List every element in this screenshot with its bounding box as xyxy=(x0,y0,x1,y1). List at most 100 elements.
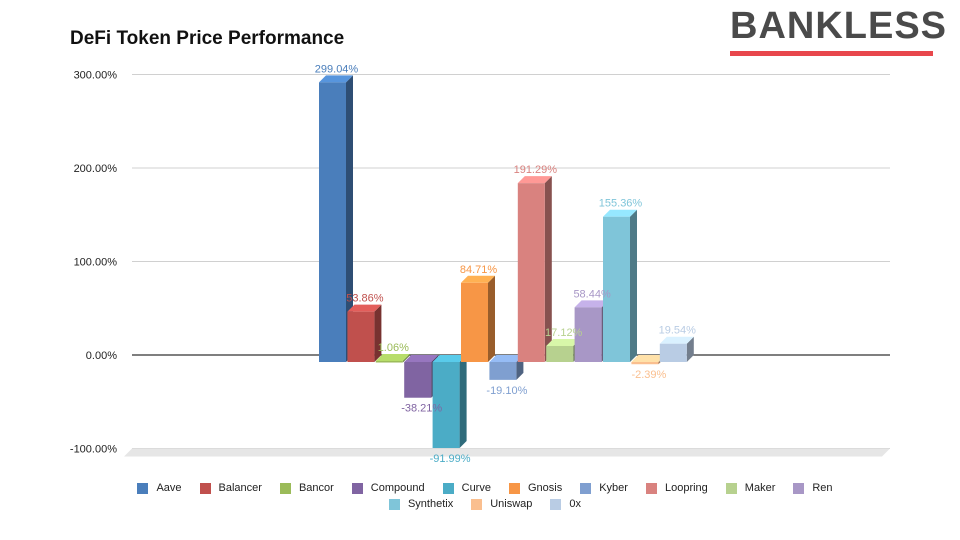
data-label-0x: 19.54% xyxy=(659,325,697,337)
bars xyxy=(319,75,694,449)
bar-side xyxy=(488,275,495,362)
bar-side xyxy=(686,336,694,362)
bar-gnosis xyxy=(461,275,495,362)
bar-front xyxy=(432,362,460,449)
bar-side xyxy=(630,209,637,362)
chart-floor xyxy=(124,448,890,457)
y-axis-labels: 300.00% 200.00% 100.00% 0.00% -100.00% xyxy=(70,70,117,456)
legend-swatch xyxy=(725,482,737,494)
legend-label: Kyber xyxy=(599,482,628,494)
bar-aave xyxy=(319,75,353,363)
chart-title: DeFi Token Price Performance xyxy=(70,28,345,49)
bar-front xyxy=(517,183,545,362)
legend-swatch xyxy=(351,482,363,494)
legend-item-aave: Aave xyxy=(137,482,182,494)
bar-top xyxy=(603,209,637,217)
bar-front xyxy=(631,362,659,365)
bar-front xyxy=(319,82,346,363)
legend-swatch xyxy=(580,482,592,494)
legend-swatch xyxy=(471,498,483,510)
data-label-kyber: -19.10% xyxy=(486,385,527,397)
bar-top xyxy=(489,355,524,362)
legend-label: Uniswap xyxy=(490,498,533,510)
bar-top xyxy=(461,275,495,283)
bar-side xyxy=(402,354,410,363)
data-label-maker: 17.12% xyxy=(545,327,583,339)
y-tick-label: 100.00% xyxy=(74,257,118,269)
bankless-wordmark: BANKLESS xyxy=(730,5,948,47)
y-tick-label: 200.00% xyxy=(74,163,118,175)
bar-side xyxy=(544,176,552,362)
legend-label: Synthetix xyxy=(407,498,454,510)
legend-swatch xyxy=(508,482,520,494)
data-label-aave: 299.04% xyxy=(315,63,359,75)
bar-top xyxy=(404,355,439,362)
bar-top xyxy=(546,338,581,346)
bar-front xyxy=(347,311,375,362)
bar-front xyxy=(375,361,403,363)
data-label-compound: -38.21% xyxy=(401,403,442,415)
y-tick-label: 0.00% xyxy=(86,350,117,362)
legend-swatch xyxy=(388,498,400,510)
legend-swatch xyxy=(442,482,454,494)
legend-item-synthetix: Synthetix xyxy=(388,498,454,510)
bar-top xyxy=(375,354,410,362)
legend-item-gnosis: Gnosis xyxy=(508,482,562,494)
legend-item-maker: Maker xyxy=(725,482,776,494)
bar-bancor xyxy=(375,354,410,363)
legend-item-bancor: Bancor xyxy=(279,482,334,494)
legend-item-balancer: Balancer xyxy=(199,482,262,494)
bar-loopring xyxy=(517,176,552,362)
legend-label: Maker xyxy=(744,482,776,494)
legend-swatch xyxy=(137,482,149,494)
bar-top xyxy=(631,355,666,362)
data-label-loopring: 191.29% xyxy=(514,164,558,176)
legend-label: Balancer xyxy=(218,482,262,494)
bar-side xyxy=(374,304,382,362)
bar-top xyxy=(432,355,467,362)
data-label-ren: 58.44% xyxy=(573,288,611,300)
bar-front xyxy=(404,362,432,398)
bar-top xyxy=(659,336,694,344)
bar-front xyxy=(659,343,687,362)
bar-front xyxy=(461,282,488,362)
legend-item-ren: Ren xyxy=(793,482,833,494)
bar-top xyxy=(517,176,552,184)
legend-label: Curve xyxy=(461,482,491,494)
legend-item-curve: Curve xyxy=(442,482,491,494)
bar-top xyxy=(347,304,382,312)
legend-swatch xyxy=(793,482,805,494)
bankless-logo: BANKLESS xyxy=(730,4,948,56)
legend-label: 0x xyxy=(569,498,582,510)
legend-label: Bancor xyxy=(298,482,334,494)
bar-curve xyxy=(432,355,467,449)
y-tick-label: 300.00% xyxy=(74,70,118,82)
bar-front xyxy=(546,345,574,362)
bar-front xyxy=(574,307,602,362)
legend-label: Aave xyxy=(156,482,182,494)
bar-front xyxy=(489,362,517,380)
legend-item-uniswap: Uniswap xyxy=(471,498,532,510)
legend-item-loopring: Loopring xyxy=(645,482,708,494)
data-label-gnosis: 84.71% xyxy=(460,264,498,276)
legend-item-0x: 0x xyxy=(550,498,581,510)
y-tick-label: -100.00% xyxy=(70,444,117,456)
grid-lines xyxy=(124,74,890,457)
legend-label: Ren xyxy=(812,482,833,494)
data-label-balancer: 53.86% xyxy=(346,293,384,305)
bar-side xyxy=(459,355,467,449)
data-label-synthetix: 155.36% xyxy=(599,198,643,210)
data-label-bancor: 1.06% xyxy=(378,342,409,354)
bankless-underline xyxy=(730,51,933,56)
bar-side xyxy=(346,75,353,363)
data-label-curve: -91.99% xyxy=(430,453,471,465)
legend-label: Loopring xyxy=(664,482,708,494)
bar-balancer xyxy=(347,304,382,362)
data-labels: 299.04% 53.86% 1.06% -38.21% -91.99% 84.71% -1… xyxy=(315,63,696,465)
bar-top xyxy=(574,300,609,308)
data-label-uniswap: -2.39% xyxy=(631,369,666,381)
legend-swatch xyxy=(279,482,291,494)
legend-item-compound: Compound xyxy=(351,482,425,494)
bar-front xyxy=(603,216,630,362)
